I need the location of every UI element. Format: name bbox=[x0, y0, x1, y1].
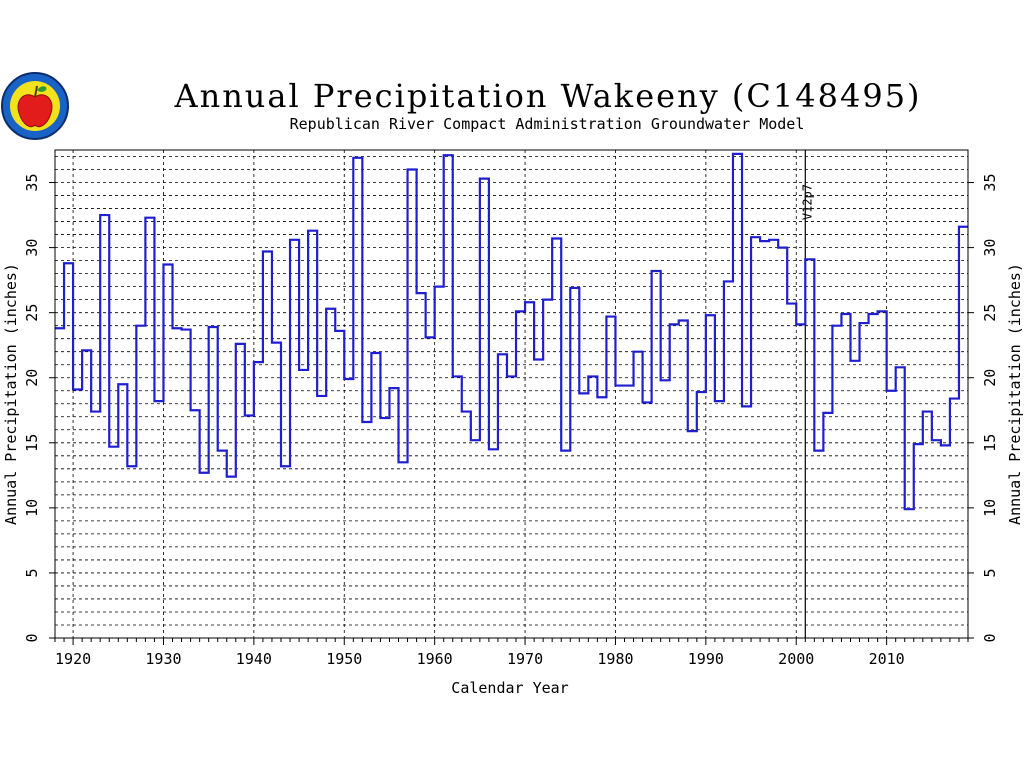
y-tick-label-left: 15 bbox=[23, 434, 41, 452]
y-tick-label-left: 35 bbox=[23, 174, 41, 192]
y-tick-label-right: 5 bbox=[981, 568, 999, 577]
x-tick-label: 2000 bbox=[778, 650, 814, 668]
y-tick-label-right: 20 bbox=[981, 369, 999, 387]
y-tick-label-left: 5 bbox=[23, 568, 41, 577]
x-tick-label: 1990 bbox=[688, 650, 724, 668]
y-tick-label-right: 35 bbox=[981, 174, 999, 192]
plot-frame bbox=[54, 149, 969, 639]
x-tick-label: 1930 bbox=[145, 650, 181, 668]
y-tick-label-left: 0 bbox=[23, 633, 41, 642]
version-annotation: V12p7 bbox=[800, 150, 814, 638]
rrca-logo bbox=[1, 72, 69, 140]
y-tick-label-left: 30 bbox=[23, 239, 41, 257]
x-axis: 1920 1930 1940 1950 1960 1970 1980 1990 2000 2010 bbox=[54, 638, 969, 668]
series-line-precipitation bbox=[55, 152, 968, 511]
y-tick-label-right: 15 bbox=[981, 434, 999, 452]
y-tick-label-right: 10 bbox=[981, 499, 999, 517]
x-tick-label: 2010 bbox=[869, 650, 905, 668]
y-tick-label-right: 30 bbox=[981, 239, 999, 257]
y-tick-label-left: 25 bbox=[23, 304, 41, 322]
chart-title: Annual Precipitation Wakeeny (C148495) bbox=[173, 77, 921, 115]
y-tick-label-right: 25 bbox=[981, 304, 999, 322]
x-tick-label: 1920 bbox=[55, 650, 91, 668]
x-tick-label: 1960 bbox=[417, 650, 453, 668]
x-tick-label: 1950 bbox=[326, 650, 362, 668]
x-tick-label: 1940 bbox=[236, 650, 272, 668]
y-axis-left: 0 5 10 15 20 25 30 35 bbox=[23, 174, 55, 643]
x-axis-label: Calendar Year bbox=[451, 679, 568, 697]
y-axis-right: 0 5 10 15 20 25 30 35 bbox=[968, 174, 999, 643]
grid bbox=[55, 150, 968, 638]
chart-subtitle: Republican River Compact Administration … bbox=[290, 115, 805, 133]
annotation-label: V12p7 bbox=[800, 184, 814, 220]
y-tick-label-left: 10 bbox=[23, 499, 41, 517]
x-tick-label: 1980 bbox=[597, 650, 633, 668]
y-tick-label-right: 0 bbox=[981, 633, 999, 642]
y-tick-label-left: 20 bbox=[23, 369, 41, 387]
x-tick-label: 1970 bbox=[507, 650, 543, 668]
y-axis-label-left: Annual Precipitation (inches) bbox=[2, 263, 20, 525]
y-axis-label-right: Annual Precipitation (inches) bbox=[1006, 263, 1024, 525]
